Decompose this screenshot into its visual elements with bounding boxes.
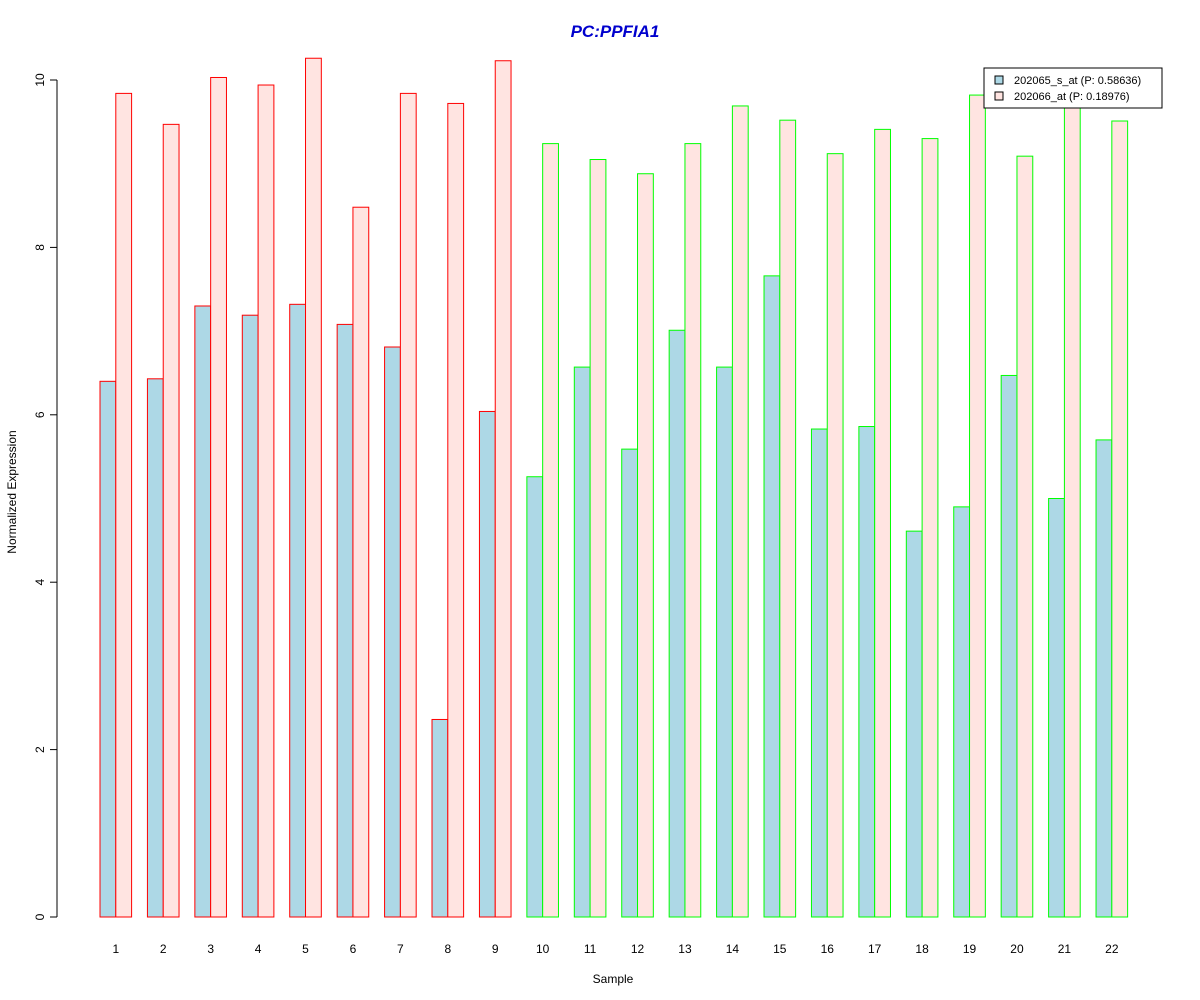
bar-sample-14-series-1 <box>716 366 733 918</box>
x-tick-label: 12 <box>631 942 645 956</box>
x-tick-label: 10 <box>536 942 550 956</box>
bar-sample-1-series-1 <box>99 380 117 918</box>
bar-sample-13-series-2 <box>684 143 702 918</box>
x-tick-label: 4 <box>255 942 262 956</box>
y-tick-label: 4 <box>33 579 47 586</box>
bar-sample-22-series-2 <box>1111 120 1129 918</box>
bar-sample-9-series-2 <box>494 60 512 918</box>
legend-box <box>983 67 1163 109</box>
legend-swatch-series-1 <box>994 75 1004 85</box>
bar-sample-18-series-1 <box>905 530 923 918</box>
bar-sample-13-series-1 <box>668 329 686 918</box>
bar-sample-5-series-2 <box>305 57 322 918</box>
legend: 202065_s_at (P: 0.58636) 202066_at (P: 0… <box>983 67 1163 109</box>
x-tick-label: 17 <box>868 942 882 956</box>
x-tick-label: 9 <box>492 942 499 956</box>
bar-sample-22-series-1 <box>1095 439 1113 918</box>
bar-sample-16-series-1 <box>810 428 828 918</box>
x-tick-label: 1 <box>112 942 119 956</box>
bar-sample-10-series-1 <box>526 476 544 918</box>
bar-sample-4-series-2 <box>257 84 275 918</box>
bar-sample-6-series-2 <box>352 206 370 918</box>
x-tick-label: 6 <box>350 942 357 956</box>
bar-sample-19-series-2 <box>969 94 986 918</box>
y-tick-label: 2 <box>33 746 47 753</box>
bar-sample-17-series-1 <box>858 426 876 918</box>
bar-sample-10-series-2 <box>542 143 559 918</box>
y-tick-label: 6 <box>33 411 47 418</box>
bar-sample-11-series-2 <box>589 159 607 918</box>
bar-sample-12-series-2 <box>637 173 654 918</box>
x-tick-label: 18 <box>915 942 929 956</box>
y-tick-label: 0 <box>33 913 47 920</box>
bars-group <box>99 57 1129 918</box>
bar-sample-14-series-2 <box>731 105 749 918</box>
x-tick-label: 19 <box>963 942 977 956</box>
x-tick-label: 11 <box>584 942 597 956</box>
bar-sample-12-series-1 <box>621 448 639 918</box>
bar-sample-3-series-2 <box>210 76 227 918</box>
x-tick-label: 13 <box>678 942 692 956</box>
bar-sample-11-series-1 <box>573 366 591 918</box>
y-tick-label: 10 <box>33 73 47 87</box>
x-tick-label: 2 <box>160 942 167 956</box>
bar-sample-3-series-1 <box>194 305 212 918</box>
bar-sample-4-series-1 <box>241 314 259 918</box>
x-tick-label: 15 <box>773 942 787 956</box>
bar-sample-2-series-2 <box>162 123 180 918</box>
bar-sample-2-series-1 <box>146 378 164 918</box>
legend-label-series-1: 202065_s_at (P: 0.58636) <box>1014 75 1141 87</box>
x-axis-title: Sample <box>593 972 634 986</box>
bar-sample-15-series-2 <box>779 119 797 918</box>
y-axis: 0 2 4 6 8 10 <box>33 73 58 920</box>
bar-sample-20-series-2 <box>1016 155 1034 918</box>
bar-sample-7-series-1 <box>384 346 401 918</box>
x-tick-label: 20 <box>1010 942 1024 956</box>
bar-sample-8-series-2 <box>447 102 465 918</box>
bar-sample-17-series-2 <box>874 128 891 918</box>
chart-title: PC:PPFIA1 <box>571 22 660 41</box>
bar-sample-7-series-2 <box>399 92 417 918</box>
bar-sample-18-series-2 <box>921 138 939 918</box>
x-tick-label: 5 <box>302 942 309 956</box>
legend-swatch-series-2 <box>994 91 1004 101</box>
x-tick-label: 8 <box>444 942 451 956</box>
legend-label-series-2: 202066_at (P: 0.18976) <box>1014 91 1130 103</box>
bar-sample-16-series-2 <box>826 153 844 918</box>
bar-sample-8-series-1 <box>431 718 449 918</box>
y-tick-label: 8 <box>33 244 47 251</box>
bar-sample-21-series-2 <box>1063 102 1081 918</box>
bar-sample-9-series-1 <box>478 410 496 918</box>
y-axis-title: Normalized Expression <box>5 430 19 553</box>
bar-sample-6-series-1 <box>336 323 354 918</box>
x-tick-label: 22 <box>1105 942 1119 956</box>
bar-sample-19-series-1 <box>953 506 971 918</box>
bar-sample-1-series-2 <box>115 92 133 918</box>
bar-sample-21-series-1 <box>1048 498 1065 918</box>
x-tick-label: 16 <box>821 942 835 956</box>
x-tick-label: 7 <box>397 942 404 956</box>
bar-sample-5-series-1 <box>289 303 307 918</box>
bar-sample-15-series-1 <box>763 275 781 918</box>
x-axis: 1 2 3 4 5 6 7 8 9 10 11 12 13 14 15 16 17 18 19 20 21 22 <box>112 942 1118 956</box>
x-tick-label: 3 <box>207 942 214 956</box>
x-tick-label: 14 <box>726 942 740 956</box>
bar-sample-20-series-1 <box>1000 374 1018 918</box>
x-tick-label: 21 <box>1058 942 1072 956</box>
